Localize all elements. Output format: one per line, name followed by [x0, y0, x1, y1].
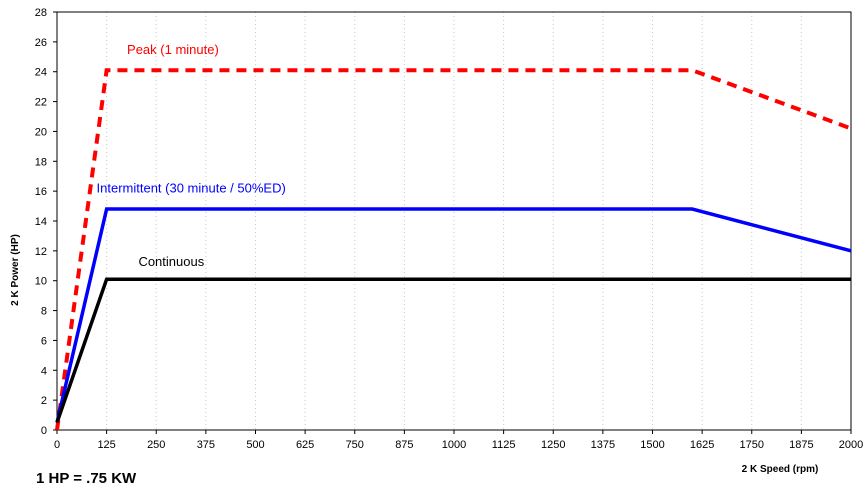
y-tick-label: 14 [35, 216, 47, 228]
x-tick-label: 1875 [789, 439, 813, 451]
x-tick-label: 1000 [442, 439, 466, 451]
y-tick-label: 8 [41, 306, 47, 318]
y-tick-label: 28 [35, 7, 47, 19]
x-tick-label: 2000 [839, 439, 863, 451]
intermittent-series-label: Intermittent (30 minute / 50%ED) [97, 181, 286, 196]
y-tick-label: 24 [35, 67, 47, 79]
x-gridlines [106, 12, 802, 430]
x-tick-label: 250 [147, 439, 165, 451]
y-tick-label: 10 [35, 276, 47, 288]
x-tick-label: 375 [197, 439, 215, 451]
x-tick-label: 750 [346, 439, 364, 451]
series-labels: Peak (1 minute) Intermittent (30 minute /… [97, 42, 286, 269]
continuous-series-label: Continuous [138, 254, 204, 269]
x-tick-label: 1250 [541, 439, 565, 451]
y-tick-label: 16 [35, 186, 47, 198]
peak-series-label: Peak (1 minute) [127, 42, 219, 57]
continuous-series-line [55, 277, 851, 424]
x-tick-label: 875 [395, 439, 413, 451]
axes [53, 11, 852, 434]
y-tick-label: 2 [41, 395, 47, 407]
x-tick-label: 625 [296, 439, 314, 451]
conversion-footnote: 1 HP = .75 KW [36, 470, 137, 487]
y-tick-label: 4 [41, 365, 47, 377]
y-tick-label: 6 [41, 335, 47, 347]
y-tick-label: 22 [35, 97, 47, 109]
y-tick-label: 18 [35, 156, 47, 168]
x-tick-label: 1750 [740, 439, 764, 451]
intermittent-series-line [55, 207, 852, 423]
y-tick-label: 12 [35, 246, 47, 258]
x-tick-labels: 0 125 250 375 500 625 750 875 1000 1125 1250 1375 15… [54, 439, 863, 451]
x-tick-label: 1125 [492, 439, 516, 451]
y-tick-label: 26 [35, 37, 47, 49]
y-tick-label: 20 [35, 126, 47, 138]
peak-series-line [55, 68, 852, 431]
y-tick-label: 0 [41, 425, 47, 437]
series-lines [55, 68, 852, 431]
y-axis-title: 2 K Power (HP) [10, 234, 21, 306]
x-tick-label: 125 [97, 439, 115, 451]
x-tick-label: 1625 [690, 439, 714, 451]
x-axis-title: 2 K Speed (rpm) [742, 464, 819, 475]
x-tick-label: 0 [54, 439, 60, 451]
plot-frame [56, 11, 852, 431]
x-tick-label: 1500 [640, 439, 664, 451]
x-tick-label: 500 [246, 439, 264, 451]
x-tick-label: 1375 [591, 439, 615, 451]
